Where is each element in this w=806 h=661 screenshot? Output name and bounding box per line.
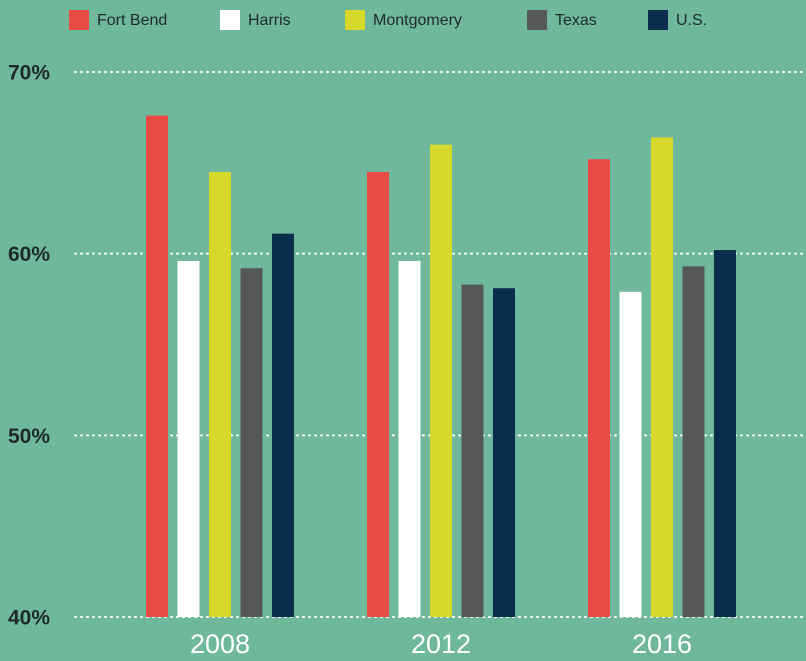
y-tick-label: 50% [8,425,50,448]
legend-label: Harris [248,12,291,29]
bar [682,266,705,617]
legend-label: Montgomery [373,12,462,29]
bar [209,171,231,617]
bar [461,284,484,617]
bar [714,250,736,618]
legend-swatch [69,10,89,30]
legend-label: U.S. [676,12,707,29]
x-tick-label: 2016 [632,629,692,659]
bar [588,159,610,617]
legend-label: Texas [555,12,597,29]
x-tick-label: 2012 [411,629,471,659]
y-tick-label: 60% [8,243,50,266]
bar [177,260,200,617]
legend-label: Fort Bend [97,12,167,29]
bar [272,233,294,617]
bar [430,144,452,617]
bar [493,288,515,617]
x-tick-label: 2008 [190,629,250,659]
bar [367,171,389,617]
y-tick-label: 70% [8,62,50,85]
legend-swatch [527,10,547,30]
bar [651,137,673,617]
bar [146,115,168,617]
bar [240,268,263,617]
legend-swatch [648,10,668,30]
bar [398,260,421,617]
legend-swatch [220,10,240,30]
legend-swatch [345,10,365,30]
bar [619,291,642,617]
y-tick-label: 40% [8,607,50,630]
